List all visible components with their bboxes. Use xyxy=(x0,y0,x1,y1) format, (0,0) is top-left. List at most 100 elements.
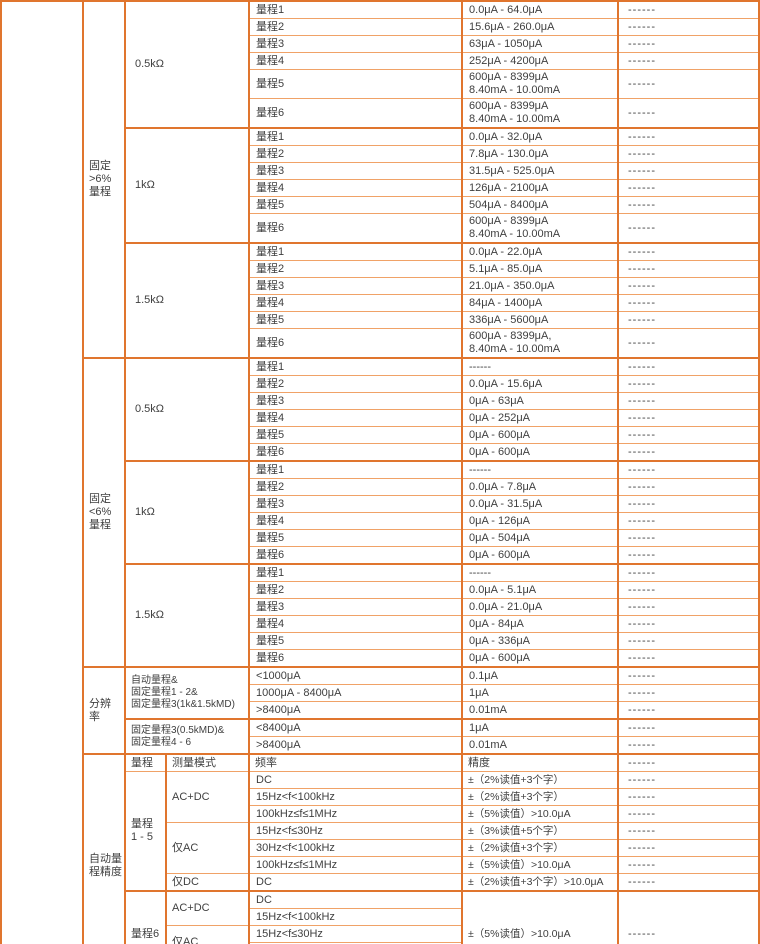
note-cell: ------ xyxy=(617,839,760,857)
value-cell: 63μA - 1050μA xyxy=(461,35,619,53)
mode-cell: AC+DC xyxy=(164,890,250,926)
range-cell: 量程6 xyxy=(248,328,463,358)
value-cell: 84μA - 1400μA xyxy=(461,294,619,312)
range-block-label: 量程6 xyxy=(124,890,166,944)
note-cell: ------ xyxy=(617,460,760,479)
frequency-cell: 30Hz<f<100kHz xyxy=(248,839,463,857)
note-cell: ------ xyxy=(617,546,760,564)
note-cell: ------ xyxy=(617,145,760,163)
frequency-cell: DC xyxy=(248,771,463,789)
note-cell: ------ xyxy=(617,529,760,547)
frequency-cell: DC xyxy=(248,873,463,891)
range-cell: 量程2 xyxy=(248,375,463,393)
resolution-value-cell: 1μA xyxy=(461,718,619,737)
resolution-value-cell: 0.01mA xyxy=(461,701,619,719)
range-cell: 量程1 xyxy=(248,0,463,19)
range-cell: 量程2 xyxy=(248,581,463,599)
value-cell: 600μA - 8399μA 8.40mA - 10.00mA xyxy=(461,69,619,99)
note-cell: ------ xyxy=(617,52,760,70)
column-header-mode: 测量模式 xyxy=(164,753,250,772)
note-cell: ------ xyxy=(617,426,760,444)
frequency-cell: 30Hz<f<100kHz xyxy=(248,942,463,944)
value-cell: 7.8μA - 130.0μA xyxy=(461,145,619,163)
note-cell: ------ xyxy=(617,375,760,393)
condition-cell: <8400μA xyxy=(248,718,463,737)
note-cell: ------ xyxy=(617,392,760,410)
section-label: 固定 <6% 量程 xyxy=(82,357,125,667)
note-cell: ------ xyxy=(617,277,760,295)
note-cell: ------ xyxy=(617,788,760,806)
note-cell: ------ xyxy=(617,581,760,599)
value-cell: ------ xyxy=(461,460,619,479)
frequency-cell: 15Hz<f≤30Hz xyxy=(248,925,463,943)
range-cell: 量程6 xyxy=(248,443,463,461)
mode-cell: AC+DC xyxy=(164,771,250,823)
range-cell: 量程2 xyxy=(248,145,463,163)
range-cell: 量程2 xyxy=(248,478,463,496)
range-cell: 量程3 xyxy=(248,598,463,616)
impedance-cell: 1.5kΩ xyxy=(123,563,250,667)
mode-cell: 仅DC xyxy=(164,873,250,891)
range-cell: 量程4 xyxy=(248,512,463,530)
note-cell: ------ xyxy=(617,162,760,180)
accuracy-cell: ±（2%读值+3个字） xyxy=(461,788,619,806)
value-cell: 0μA - 600μA xyxy=(461,443,619,461)
value-cell: 31.5μA - 525.0μA xyxy=(461,162,619,180)
note-cell: ------ xyxy=(617,598,760,616)
note-cell: ------ xyxy=(617,213,760,243)
range-block-label: 量程 1 - 5 xyxy=(124,771,166,891)
note-cell: ------ xyxy=(617,736,760,754)
range-cell: 量程1 xyxy=(248,460,463,479)
note-cell: ------ xyxy=(617,18,760,36)
range-cell: 量程2 xyxy=(248,260,463,278)
range-cell: 量程5 xyxy=(248,196,463,214)
impedance-cell: 0.5kΩ xyxy=(123,357,250,461)
note-cell: ------ xyxy=(617,443,760,461)
resolution-value-cell: 0.1μA xyxy=(461,666,619,685)
value-cell: 0μA - 126μA xyxy=(461,512,619,530)
accuracy-cell: ±（5%读值）>10.0μA xyxy=(461,890,619,944)
note-cell: ------ xyxy=(617,179,760,197)
note-cell: ------ xyxy=(617,890,760,944)
resolution-group-label: 固定量程3(0.5kMD)& 固定量程4 - 6 xyxy=(123,718,250,754)
note-cell: ------ xyxy=(617,35,760,53)
value-cell: 0.0μA - 32.0μA xyxy=(461,127,619,146)
section-label: 自动量 程精度 xyxy=(82,753,125,944)
range-cell: 量程2 xyxy=(248,18,463,36)
condition-cell: >8400μA xyxy=(248,701,463,719)
column-header-accuracy: 精度 xyxy=(461,753,619,772)
note-cell: ------ xyxy=(617,98,760,128)
frequency-cell: 100kHz≤f≤1MHz xyxy=(248,856,463,874)
range-cell: 量程3 xyxy=(248,392,463,410)
note-cell: ------ xyxy=(617,512,760,530)
note-cell: ------ xyxy=(617,563,760,582)
range-cell: 量程6 xyxy=(248,213,463,243)
value-cell: 0.0μA - 31.5μA xyxy=(461,495,619,513)
value-cell: 126μA - 2100μA xyxy=(461,179,619,197)
note-cell: ------ xyxy=(617,718,760,737)
accuracy-cell: ±（3%读值+5个字） xyxy=(461,822,619,840)
note-cell: ------ xyxy=(617,127,760,146)
condition-cell: 1000μA - 8400μA xyxy=(248,684,463,702)
value-cell: 0μA - 504μA xyxy=(461,529,619,547)
note-cell: ------ xyxy=(617,649,760,667)
note-cell: ------ xyxy=(617,260,760,278)
section-label: 分辨率 xyxy=(82,666,125,754)
value-cell: 336μA - 5600μA xyxy=(461,311,619,329)
note-cell: ------ xyxy=(617,311,760,329)
range-cell: 量程5 xyxy=(248,529,463,547)
left-spacer-cell xyxy=(1,0,83,944)
range-cell: 量程3 xyxy=(248,277,463,295)
value-cell: 600μA - 8399μA, 8.40mA - 10.00mA xyxy=(461,328,619,358)
value-cell: 0.0μA - 64.0μA xyxy=(461,0,619,19)
value-cell: 21.0μA - 350.0μA xyxy=(461,277,619,295)
value-cell: ------ xyxy=(461,357,619,376)
note-cell: ------ xyxy=(617,615,760,633)
range-cell: 量程1 xyxy=(248,563,463,582)
note-cell: ------ xyxy=(617,805,760,823)
range-cell: 量程6 xyxy=(248,546,463,564)
note-cell: ------ xyxy=(617,495,760,513)
resolution-value-cell: 1μA xyxy=(461,684,619,702)
impedance-cell: 1kΩ xyxy=(123,460,250,564)
mode-cell: 仅AC xyxy=(164,925,250,944)
